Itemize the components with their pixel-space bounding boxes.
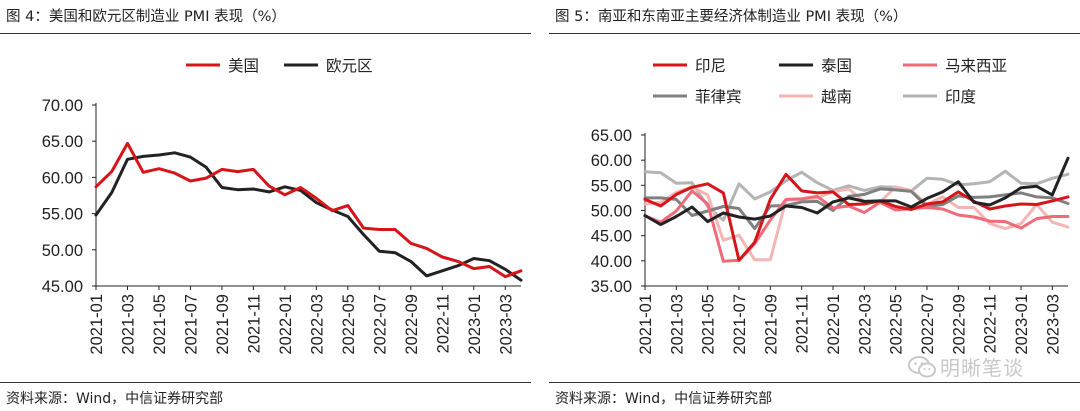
x-tick-label: 2022-05: [888, 294, 906, 355]
x-tick-label: 2021-11: [794, 294, 812, 353]
y-tick-label: 35.00: [591, 278, 632, 296]
series-line-3: [643, 189, 1070, 263]
legend-label: 印尼: [695, 57, 726, 75]
source-divider: [549, 382, 1080, 383]
source-note: 资料来源：Wind，中信证券研究部: [6, 391, 224, 407]
panel-south-southeast-asia: 图 5：南亚和东南亚主要经济体制造业 PMI 表现（%） 印尼 泰国 马来西亚菲律宾…: [549, 0, 1080, 411]
x-tick-label: 2022-07: [919, 294, 937, 355]
x-tick-label: 2023-03: [1044, 294, 1062, 355]
watermark: 明晰笔谈: [908, 352, 1024, 381]
x-tick-label: 2021-01: [88, 294, 106, 355]
x-tick-label: 2022-01: [825, 294, 843, 355]
series-line-4: [643, 187, 1070, 231]
x-tick-label: 2023-01: [1013, 294, 1031, 355]
chart-title: 图 4：美国和欧元区制造业 PMI 表现（%）: [6, 9, 286, 25]
y-tick-label: 60.00: [42, 169, 83, 187]
wechat-icon: [908, 355, 936, 377]
y-tick-label: 65.00: [591, 127, 632, 145]
y-tick-label: 55.00: [591, 177, 632, 195]
x-tick-label: 2021-09: [214, 294, 232, 355]
y-tick-label: 70.00: [42, 97, 83, 115]
x-tick-label: 2022-09: [950, 294, 968, 355]
legend-label: 越南: [821, 88, 852, 106]
chart-title: 图 5：南亚和东南亚主要经济体制造业 PMI 表现（%）: [555, 9, 908, 25]
y-tick-label: 55.00: [42, 206, 83, 224]
y-tick-label: 65.00: [42, 133, 83, 151]
legend-label: 欧元区: [326, 57, 373, 75]
y-tick-label: 50.00: [591, 203, 632, 221]
x-tick-label: 2022-07: [371, 294, 389, 355]
x-tick-label: 2022-11: [982, 294, 1000, 353]
legend-label: 印度: [945, 88, 976, 106]
x-tick-label: 2021-05: [700, 294, 718, 355]
series-line-2: [643, 156, 1070, 227]
x-tick-label: 2022-09: [403, 294, 421, 355]
legend-label: 泰国: [821, 57, 852, 75]
x-tick-label: 2021-05: [151, 294, 169, 355]
legend-label: 菲律宾: [695, 88, 742, 106]
legend-label: 美国: [228, 57, 259, 75]
x-tick-label: 2023-03: [497, 294, 515, 355]
series-line-2: [94, 151, 523, 282]
title-divider: [0, 33, 531, 34]
title-divider: [549, 33, 1080, 34]
source-divider: [0, 382, 531, 383]
y-tick-label: 50.00: [42, 242, 83, 260]
source-note: 资料来源：Wind，中信证券研究部: [555, 391, 773, 407]
series-line-1: [643, 172, 1070, 262]
y-tick-label: 45.00: [42, 278, 83, 296]
x-tick-label: 2022-03: [856, 294, 874, 355]
x-tick-label: 2022-05: [340, 294, 358, 355]
watermark-text: 明晰笔谈: [940, 356, 1024, 380]
panel-us-eurozone: 图 4：美国和欧元区制造业 PMI 表现（%） 美国 欧元区 70.00 65.00 6…: [0, 0, 531, 411]
x-tick-label: 2021-07: [182, 294, 200, 355]
series-line-1: [94, 141, 523, 279]
x-tick-label: 2021-07: [731, 294, 749, 355]
x-tick-label: 2021-01: [637, 294, 655, 355]
y-tick-label: 45.00: [591, 228, 632, 246]
legend-label: 马来西亚: [945, 57, 1007, 75]
chart-us-eurozone-pmi: 美国 欧元区 70.00 65.00 60.00 55.00 50.00 45.00 2021-…: [42, 57, 523, 355]
x-tick-label: 2022-11: [434, 294, 452, 353]
x-tick-label: 2021-03: [668, 294, 686, 355]
x-tick-label: 2021-11: [245, 294, 263, 353]
x-tick-label: 2021-09: [762, 294, 780, 355]
x-tick-label: 2022-01: [277, 294, 295, 355]
x-tick-label: 2021-03: [119, 294, 137, 355]
y-tick-label: 60.00: [591, 152, 632, 170]
y-tick-label: 40.00: [591, 253, 632, 271]
x-tick-label: 2023-01: [466, 294, 484, 355]
x-tick-label: 2022-03: [308, 294, 326, 355]
